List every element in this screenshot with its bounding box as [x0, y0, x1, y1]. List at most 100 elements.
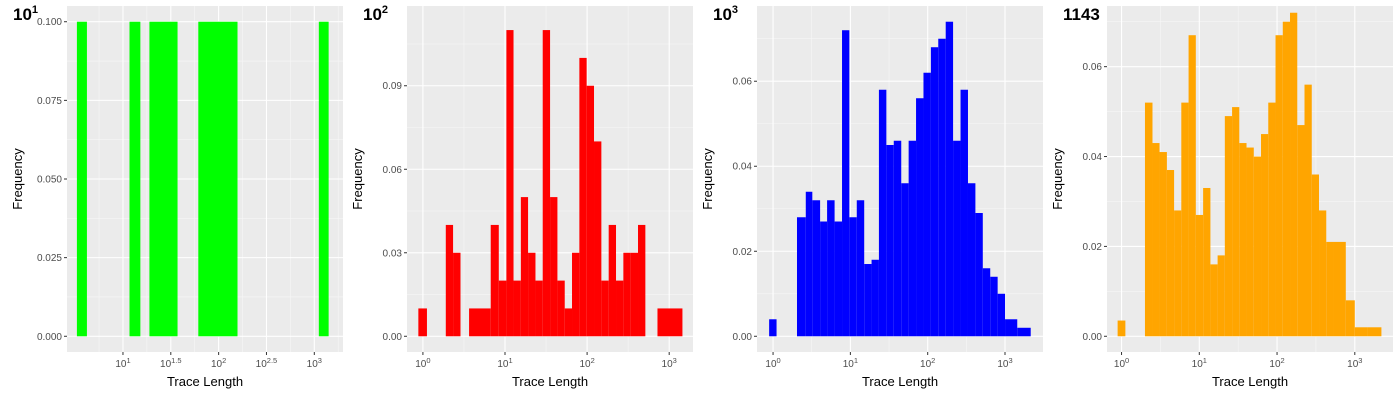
y-tick-label: 0.03 — [383, 248, 403, 259]
y-tick-label: 0.09 — [383, 81, 403, 92]
x-tick-label: 100 — [765, 356, 780, 370]
y-tick-label: 0.06 — [383, 165, 403, 176]
panel-title-1: 101 — [13, 4, 39, 24]
histogram-bar — [886, 144, 894, 337]
histogram-bar — [1188, 35, 1196, 337]
chart-panel-4: 0.00 0.02 0.04 0.06 100 101 102 103 Trace Length… — [1050, 0, 1400, 400]
histogram-bar — [834, 221, 843, 337]
histogram-bar — [975, 213, 983, 337]
histogram-bar — [908, 140, 917, 337]
histogram-bar — [871, 259, 879, 337]
y-tick-label: 0.025 — [37, 253, 62, 264]
histogram-bar — [1367, 327, 1382, 337]
x-tick-label: 101 — [497, 356, 512, 370]
histogram-bar — [550, 197, 558, 337]
histogram-bar — [1246, 147, 1254, 337]
histogram-bar — [997, 293, 1006, 337]
y-tick-label: 0.00 — [383, 332, 403, 343]
histogram-bar — [520, 197, 529, 337]
histogram-bar — [1345, 300, 1355, 337]
histogram-bar — [1210, 264, 1218, 337]
histogram-bar — [1253, 156, 1262, 337]
chart-4: 0.00 0.02 0.04 0.06 100 101 102 103 Trace Length… — [1050, 6, 1393, 389]
histogram-bar — [856, 200, 865, 337]
histogram-bar — [1290, 12, 1298, 337]
y-tick-label: 0.00 — [733, 332, 753, 343]
x-axis-label: Trace Length — [512, 374, 588, 389]
histogram-bar — [967, 183, 976, 337]
x-tick-label: 102 — [920, 356, 935, 370]
histogram-bar — [1203, 187, 1211, 337]
histogram-bar — [990, 276, 998, 337]
histogram-bar — [827, 200, 835, 337]
histogram-bar — [953, 140, 961, 337]
histogram-bar — [960, 89, 968, 337]
histogram-bar — [1282, 21, 1291, 337]
histogram-bar — [1261, 134, 1269, 337]
x-tick-label: 100 — [415, 356, 430, 370]
y-axis-label: Frequency — [10, 148, 25, 210]
histogram-bar — [916, 98, 924, 337]
histogram-bar — [842, 30, 850, 337]
histogram-bar — [638, 224, 646, 337]
histogram-bar — [469, 308, 491, 337]
histogram-bar — [796, 217, 806, 337]
histogram-bar — [864, 264, 872, 337]
x-axis-label: Trace Length — [1212, 374, 1288, 389]
histogram-bar — [849, 217, 857, 337]
histogram-bar — [901, 183, 909, 337]
histogram-bar — [564, 308, 573, 337]
histogram-bar — [623, 252, 631, 337]
histogram-bar — [1152, 143, 1160, 337]
y-tick-label: 0.02 — [733, 247, 753, 258]
x-tick-label: 102 — [211, 356, 226, 370]
histogram-bar — [1268, 102, 1276, 337]
x-tick-label: 103 — [662, 356, 677, 370]
x-tick-label: 102 — [1269, 356, 1284, 370]
y-tick-label: 0.04 — [733, 162, 753, 173]
x-tick-label: 103 — [307, 356, 322, 370]
histogram-bar — [1159, 152, 1167, 337]
chart-panel-2: 0.00 0.03 0.06 0.09 100 101 102 103 Trace Length… — [350, 0, 700, 400]
histogram-bar — [1297, 125, 1305, 337]
x-tick-label: 102.5 — [256, 356, 278, 370]
x-tick-label: 103 — [997, 356, 1012, 370]
histogram-bar — [594, 141, 602, 337]
x-tick-label: 101 — [115, 356, 130, 370]
histogram-bar — [1319, 210, 1327, 337]
histogram-bar — [1326, 241, 1334, 337]
histogram-bar — [1117, 320, 1126, 337]
histogram-bar — [1354, 327, 1368, 337]
histogram-bar — [1005, 319, 1018, 337]
histogram-bar — [1217, 255, 1225, 337]
x-axis-label: Trace Length — [167, 374, 243, 389]
histogram-bar — [616, 280, 624, 337]
y-tick-label: 0.00 — [1083, 332, 1103, 343]
histogram-bar — [805, 191, 813, 337]
histogram-bar — [945, 21, 954, 337]
histogram-bar — [418, 308, 427, 337]
histogram-bar — [1304, 84, 1312, 337]
y-tick-label: 0.06 — [733, 77, 753, 88]
histogram-bar — [129, 21, 141, 337]
histogram-bar — [490, 224, 499, 337]
histogram-bar — [630, 252, 639, 337]
histogram-bar — [557, 280, 565, 337]
histogram-bar — [76, 21, 87, 337]
y-tick-label: 0.050 — [37, 175, 62, 186]
panel-title-3: 103 — [713, 4, 739, 24]
histogram-bar — [1239, 143, 1247, 337]
chart-panel-1: 0.000 0.025 0.050 0.075 0.100 101 101.5 102 102.… — [0, 0, 350, 400]
histogram-bar — [1232, 107, 1240, 337]
histogram-bar — [608, 224, 617, 337]
histogram-bar — [878, 89, 887, 337]
histogram-bar — [198, 21, 238, 337]
y-tick-label: 0.100 — [37, 17, 62, 28]
histogram-bar — [149, 21, 178, 337]
histogram-bar — [506, 30, 514, 337]
histogram-bar — [1275, 35, 1283, 337]
histogram-bar — [1195, 214, 1204, 337]
histogram-bar — [1166, 170, 1175, 337]
x-tick-label: 102 — [579, 356, 594, 370]
